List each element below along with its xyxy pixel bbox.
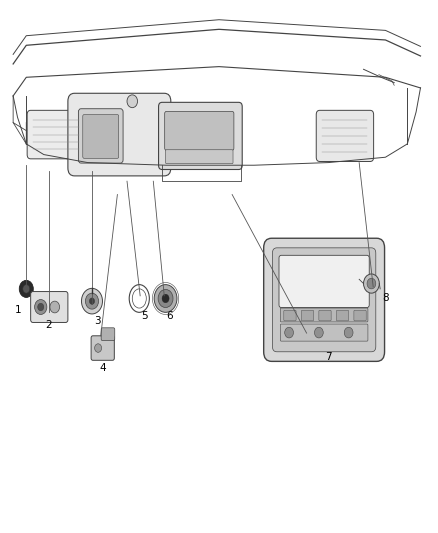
Text: 3: 3 — [94, 316, 101, 326]
Circle shape — [81, 288, 102, 314]
FancyBboxPatch shape — [31, 292, 68, 322]
FancyBboxPatch shape — [319, 310, 331, 321]
FancyBboxPatch shape — [316, 110, 374, 161]
FancyBboxPatch shape — [301, 310, 314, 321]
FancyBboxPatch shape — [272, 248, 376, 352]
FancyBboxPatch shape — [78, 109, 123, 163]
Circle shape — [127, 95, 138, 108]
Text: 4: 4 — [99, 363, 106, 373]
Circle shape — [50, 301, 60, 313]
FancyBboxPatch shape — [91, 336, 114, 360]
FancyBboxPatch shape — [264, 238, 385, 361]
Circle shape — [162, 294, 169, 303]
Circle shape — [364, 274, 379, 293]
FancyBboxPatch shape — [166, 150, 233, 164]
Text: 2: 2 — [46, 320, 53, 330]
Text: 6: 6 — [166, 311, 173, 320]
Circle shape — [154, 285, 177, 312]
Circle shape — [38, 303, 44, 311]
FancyBboxPatch shape — [280, 308, 368, 322]
FancyBboxPatch shape — [27, 110, 85, 159]
Circle shape — [19, 280, 33, 297]
Circle shape — [158, 289, 173, 308]
Text: 5: 5 — [141, 311, 148, 320]
FancyBboxPatch shape — [279, 255, 369, 308]
FancyBboxPatch shape — [68, 93, 171, 176]
Circle shape — [367, 278, 376, 289]
FancyBboxPatch shape — [354, 310, 366, 321]
Circle shape — [314, 327, 323, 338]
Circle shape — [89, 298, 95, 304]
Circle shape — [85, 293, 99, 309]
Text: 1: 1 — [15, 305, 22, 315]
Circle shape — [23, 285, 30, 293]
Circle shape — [285, 327, 293, 338]
FancyBboxPatch shape — [83, 115, 119, 158]
Circle shape — [35, 300, 47, 314]
Circle shape — [344, 327, 353, 338]
Circle shape — [95, 344, 102, 352]
Text: 7: 7 — [325, 352, 332, 362]
FancyBboxPatch shape — [280, 324, 368, 341]
FancyBboxPatch shape — [101, 328, 115, 341]
FancyBboxPatch shape — [336, 310, 349, 321]
FancyBboxPatch shape — [165, 111, 234, 150]
FancyBboxPatch shape — [159, 102, 242, 169]
FancyBboxPatch shape — [284, 310, 296, 321]
Text: 8: 8 — [382, 294, 389, 303]
